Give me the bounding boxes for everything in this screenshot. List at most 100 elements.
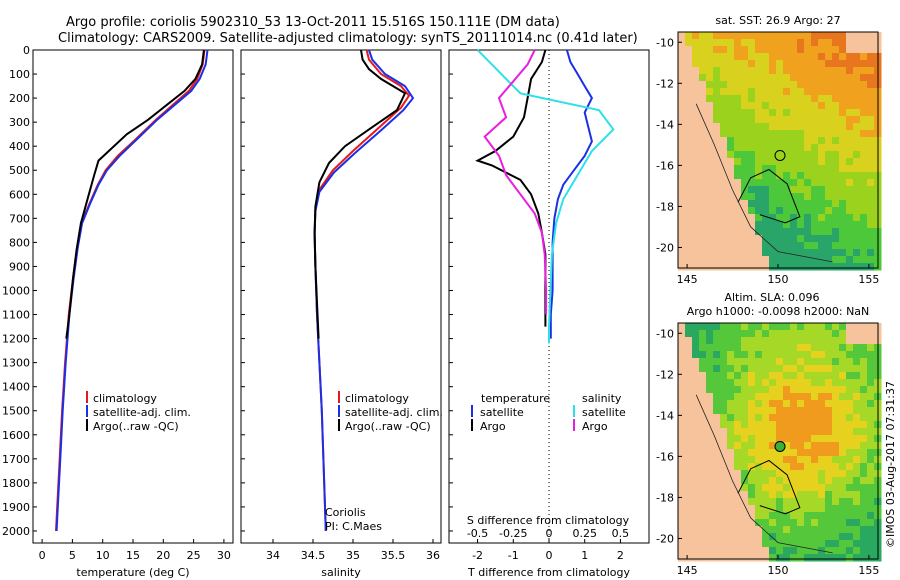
map-cell <box>846 193 854 201</box>
map-cell <box>811 200 819 208</box>
sst-map: 145 150 155-10-12-14-16-18-20 <box>656 31 882 286</box>
map-cell <box>727 39 735 47</box>
map-cell <box>783 67 791 75</box>
map-cell <box>853 421 861 429</box>
map-cell <box>748 74 756 82</box>
map-cell <box>853 221 861 229</box>
map-cell <box>846 540 854 548</box>
y-tick-label: 2000 <box>2 525 30 538</box>
map-cell <box>797 116 805 124</box>
map-cell <box>790 365 798 373</box>
map-cell <box>832 344 840 352</box>
map-cell <box>678 365 686 373</box>
map-cell <box>790 221 798 229</box>
map-cell <box>769 228 777 236</box>
map-cell <box>678 337 686 345</box>
map-cell <box>797 221 805 229</box>
map-cell <box>860 526 868 534</box>
map-cell <box>818 144 826 152</box>
map-cell <box>748 137 756 145</box>
map-cell <box>769 337 777 345</box>
map-cell <box>853 400 861 408</box>
map-cell <box>776 400 784 408</box>
map-cell <box>804 95 812 103</box>
map-cell <box>734 186 742 194</box>
map-cell <box>811 358 819 366</box>
map-cell <box>769 477 777 485</box>
map-cell <box>825 533 833 541</box>
map-cell <box>678 477 686 485</box>
map-cell <box>804 505 812 513</box>
map-cell <box>706 442 714 450</box>
map-cell <box>699 358 707 366</box>
map-cell <box>860 365 868 373</box>
map-cell <box>797 421 805 429</box>
map-cell <box>790 337 798 345</box>
map-cell <box>790 407 798 415</box>
map-cell <box>678 242 686 250</box>
map-cell <box>692 249 700 257</box>
map-cell <box>790 344 798 352</box>
map-cell <box>839 414 847 422</box>
map-cell <box>755 109 763 117</box>
map-cell <box>713 449 721 457</box>
map-cell <box>853 32 861 40</box>
map-cell <box>741 137 749 145</box>
map-cell <box>685 137 693 145</box>
map-cell <box>678 435 686 443</box>
map-cell <box>755 533 763 541</box>
map-cell <box>839 123 847 131</box>
map-cell <box>748 151 756 159</box>
map-cell <box>853 130 861 138</box>
map-cell <box>727 351 735 359</box>
y-tick-label: 600 <box>9 188 30 201</box>
map-cell <box>853 109 861 117</box>
map-cell <box>867 428 875 436</box>
map-cell <box>825 456 833 464</box>
map-cell <box>811 498 819 506</box>
map-cell <box>853 144 861 152</box>
s-tick-label: -0.25 <box>499 527 527 540</box>
map-cell <box>755 242 763 250</box>
map-y-tick-label: -20 <box>656 532 674 545</box>
salinity-plot: 34 34.5 35 35.5 36 <box>241 49 440 562</box>
legend-t-argo: Argo <box>480 420 506 433</box>
map-cell <box>825 463 833 471</box>
map-cell <box>762 242 770 250</box>
map-cell <box>818 477 826 485</box>
map-cell <box>685 351 693 359</box>
map-cell <box>755 53 763 61</box>
map-cell <box>846 386 854 394</box>
map-cell <box>692 365 700 373</box>
map-cell <box>811 95 819 103</box>
map-cell <box>832 207 840 215</box>
map-cell <box>867 200 875 208</box>
map-cell <box>762 221 770 229</box>
map-cell <box>839 428 847 436</box>
map-cell <box>692 393 700 401</box>
map-cell <box>790 137 798 145</box>
series-argo-raw-qc- <box>313 49 407 339</box>
map-cell <box>783 379 791 387</box>
map-cell <box>685 393 693 401</box>
map-cell <box>832 435 840 443</box>
map-cell <box>783 109 791 117</box>
map-cell <box>769 123 777 131</box>
map-cell <box>860 228 868 236</box>
map-cell <box>678 414 686 422</box>
map-cell <box>713 526 721 534</box>
map-cell <box>748 60 756 68</box>
map-cell <box>839 235 847 243</box>
map-cell <box>678 130 686 138</box>
map-cell <box>762 393 770 401</box>
map-cell <box>818 32 826 40</box>
map-cell <box>762 477 770 485</box>
map-cell <box>825 554 833 562</box>
map-cell <box>839 109 847 117</box>
map-cell <box>867 442 875 450</box>
map-cell <box>811 137 819 145</box>
map-cell <box>818 421 826 429</box>
map-cell <box>685 435 693 443</box>
map-cell <box>706 519 714 527</box>
map-cell <box>706 228 714 236</box>
